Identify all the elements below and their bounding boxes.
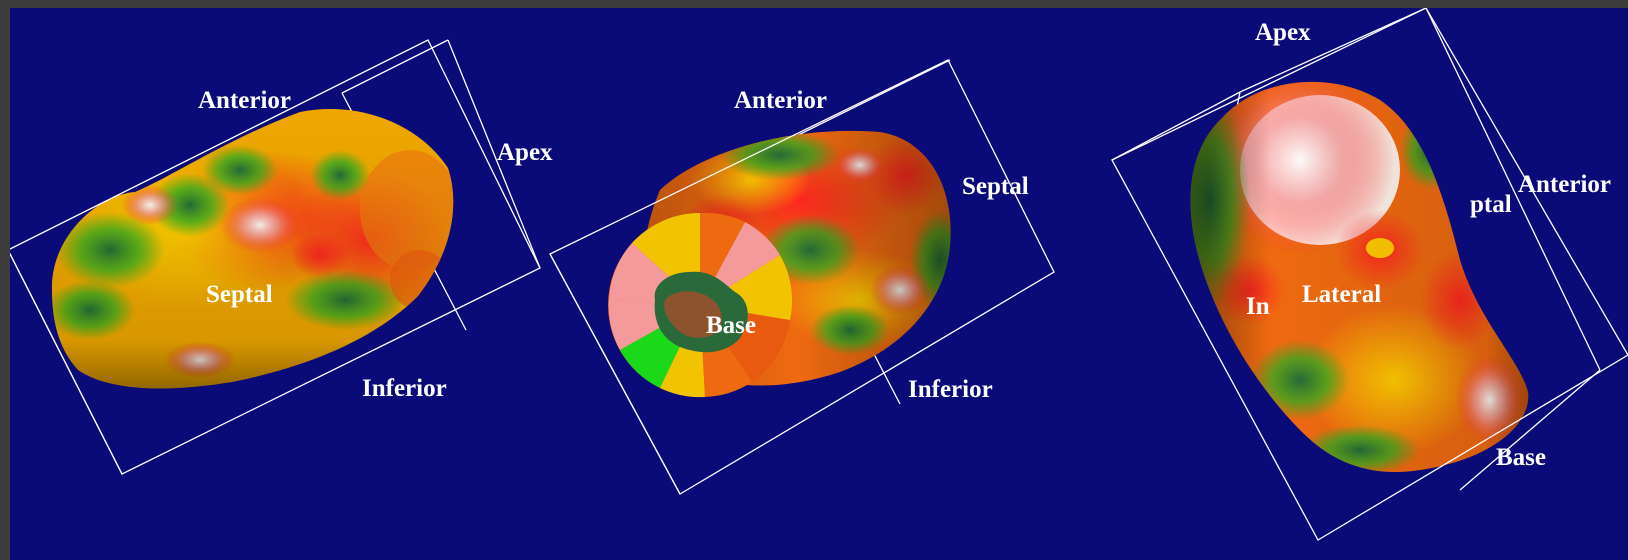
view-right-label-inferior-partial: In [1246,293,1270,320]
view-middle-label-septal: Septal [962,173,1029,200]
view-middle-label-inferior: Inferior [908,376,993,403]
view-left-label-septal: Septal [206,281,273,308]
view-left-label-anterior: Anterior [198,87,291,114]
view-right-label-base: Base [1496,444,1546,471]
view-right-label-apex: Apex [1255,19,1311,46]
view-right-label-anterior: Anterior [1518,171,1611,198]
view-right-box-front [1111,8,1628,541]
view-right-label-septal-partial: ptal [1470,191,1512,218]
view-left-label-apex: Apex [497,139,553,166]
view-middle-box-front [549,59,1055,495]
view-middle-label-anterior: Anterior [734,87,827,114]
render-viewport[interactable]: Anterior Apex Septal Inferior [10,8,1628,560]
view-left-box-front [10,39,541,475]
view-left-label-inferior: Inferior [362,375,447,402]
view-middle-base-ring [608,212,793,398]
view-right-label-lateral: Lateral [1302,281,1381,308]
view-middle-label-base: Base [706,312,756,339]
scene-svg: Anterior Apex Septal Inferior [10,8,1628,541]
view-left-heart [51,108,454,389]
